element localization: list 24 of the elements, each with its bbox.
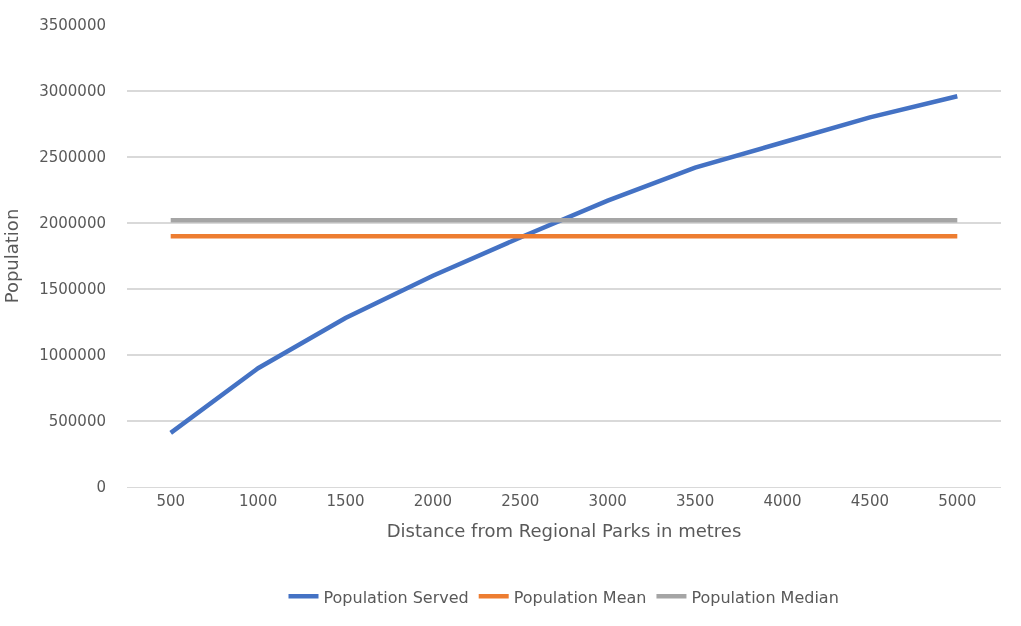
line-series [168, 94, 960, 436]
legend-label: Population Mean [513, 587, 647, 607]
x-tick-label: 2000 [413, 492, 452, 510]
y-tick-label: 1500000 [39, 280, 106, 299]
y-axis-title: Population [1, 208, 23, 304]
y-tick-label: 500000 [48, 412, 106, 431]
legend-label: Population Served [323, 587, 469, 607]
y-tick-label: 2000000 [39, 214, 106, 233]
x-axis-title: Distance from Regional Parks in metres [386, 520, 742, 542]
x-tick-label: 3500 [676, 492, 715, 510]
y-tick-label: 1000000 [39, 346, 106, 365]
x-tick-label: 1000 [239, 492, 278, 510]
x-tick-label: 2500 [501, 492, 540, 510]
x-tick-label: 1500 [326, 492, 365, 510]
x-tick-label: 4000 [763, 492, 802, 510]
x-tick-label: 3000 [588, 492, 627, 510]
legend-label: Population Median [691, 587, 839, 607]
x-tick-label: 4500 [850, 492, 889, 510]
y-tick-label: 0 [96, 478, 106, 497]
y-tick-label: 2500000 [39, 148, 106, 167]
y-tick-label: 3000000 [39, 82, 106, 101]
x-tick-label: 5000 [938, 492, 977, 510]
x-tick-label: 500 [156, 492, 186, 510]
y-tick-label: 3500000 [39, 16, 106, 35]
